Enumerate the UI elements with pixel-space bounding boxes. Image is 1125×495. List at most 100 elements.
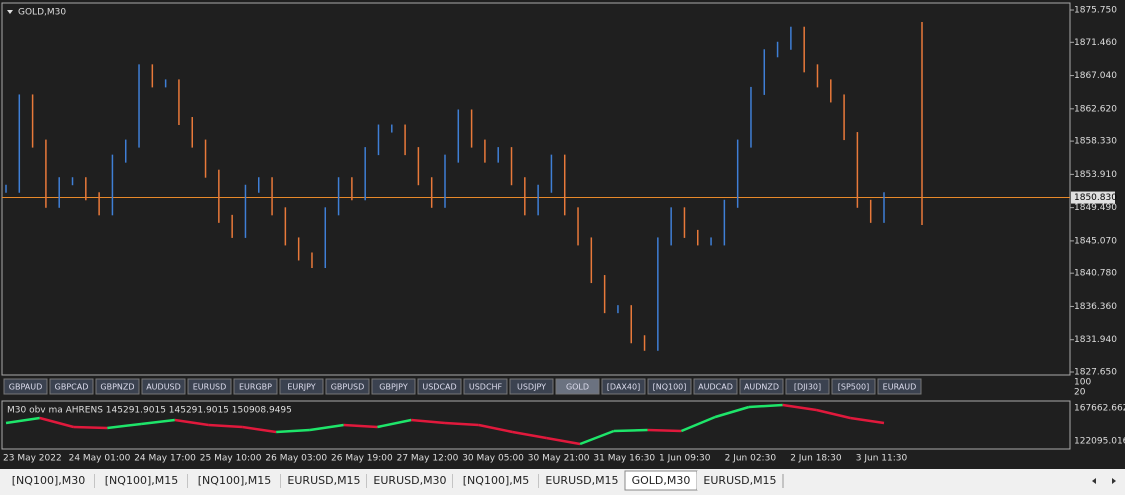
- date-label: 24 May 17:00: [134, 454, 196, 464]
- obv-segment: [444, 421, 479, 427]
- obv-segment: [579, 429, 615, 446]
- obv-segment: [343, 423, 378, 429]
- y-tick-label: 1853.910: [1074, 170, 1117, 180]
- y-tick-label: 1858.330: [1074, 137, 1117, 147]
- main-frame: [1, 2, 1071, 376]
- symbol-label: GBPAUD: [9, 383, 43, 392]
- symbol-button[interactable]: [417, 378, 462, 395]
- obv-segment: [680, 415, 716, 433]
- y-tick-label: 1867.040: [1074, 71, 1117, 81]
- symbol-button[interactable]: [509, 378, 554, 395]
- price-label-bg: [1071, 191, 1115, 204]
- symbol-button[interactable]: [371, 378, 416, 395]
- tab[interactable]: [281, 471, 367, 490]
- obv-segment: [242, 425, 277, 434]
- obv-segment: [39, 416, 74, 429]
- symbol-label: AUDUSD: [146, 383, 181, 392]
- obv-segment: [748, 403, 783, 409]
- date-label: 2 Jun 02:30: [725, 454, 777, 464]
- symbol-button[interactable]: [601, 378, 646, 395]
- date-label: 26 May 19:00: [331, 454, 393, 464]
- symbol-button[interactable]: [831, 378, 876, 395]
- symbol-button[interactable]: [739, 378, 784, 395]
- obv-segment: [73, 425, 108, 430]
- date-label: 24 May 01:00: [69, 454, 131, 464]
- symbol-label: GBPNZD: [100, 383, 134, 392]
- date-label: 27 May 12:00: [397, 454, 459, 464]
- tab[interactable]: [453, 471, 539, 490]
- tab[interactable]: [367, 471, 453, 490]
- obv-segment: [276, 428, 310, 434]
- y-tick-label: 1831.940: [1074, 335, 1117, 345]
- obv-segment: [208, 423, 243, 429]
- y-tick-label: 1871.460: [1074, 38, 1117, 48]
- tab-label: EURUSD,M30: [373, 474, 446, 487]
- tab[interactable]: [188, 471, 281, 490]
- y-tick-label: 1840.780: [1074, 269, 1117, 279]
- y-tick-label: 1875.750: [1074, 6, 1117, 16]
- symbol-label: EURAUD: [883, 383, 917, 392]
- date-label: 30 May 21:00: [528, 454, 590, 464]
- indicator-tick-label: 167662.662: [1074, 404, 1125, 414]
- date-label: 23 May 2022: [3, 454, 62, 464]
- obv-segment: [174, 418, 209, 427]
- obv-segment: [816, 408, 851, 420]
- symbol-label: [NQ100]: [653, 383, 687, 392]
- tab[interactable]: [697, 471, 783, 490]
- tab-label: GOLD,M30: [632, 474, 691, 487]
- tab-label: [NQ100],M30: [12, 474, 85, 487]
- price-label: 1850.830: [1074, 193, 1117, 203]
- symbol-button[interactable]: [647, 378, 692, 395]
- symbol-button[interactable]: [187, 378, 232, 395]
- scroll-right[interactable]: [1112, 478, 1116, 484]
- symbol-label: USDCHF: [469, 383, 503, 392]
- date-label: 30 May 05:00: [462, 454, 524, 464]
- tab-label: [NQ100],M15: [105, 474, 178, 487]
- obv-segment: [512, 430, 547, 440]
- symbol-label: GBPCAD: [55, 383, 89, 392]
- symbol-button[interactable]: [3, 378, 48, 395]
- symbol-label: EURGBP: [239, 383, 272, 392]
- symbol-label: AUDCAD: [698, 383, 733, 392]
- date-label: 25 May 10:00: [200, 454, 262, 464]
- tab[interactable]: [95, 471, 188, 490]
- symbol-button[interactable]: [555, 378, 600, 395]
- tab-label: EURUSD,M15: [287, 474, 360, 487]
- tab-label: EURUSD,M15: [545, 474, 618, 487]
- symbol-button[interactable]: [49, 378, 94, 395]
- y-tick-label: 1862.620: [1074, 104, 1117, 114]
- symbol-label: EURJPY: [287, 383, 315, 392]
- symbol-button[interactable]: [233, 378, 278, 395]
- date-label: 2 Jun 18:30: [790, 454, 842, 464]
- chart-title: GOLD,M30: [18, 8, 66, 18]
- symbol-button[interactable]: [141, 378, 186, 395]
- symbol-button[interactable]: [785, 378, 830, 395]
- menu-arrow[interactable]: [7, 10, 13, 14]
- symbol-label: [DAX40]: [607, 383, 640, 392]
- symbol-button[interactable]: [463, 378, 508, 395]
- level-label: 20: [1074, 388, 1086, 398]
- symbol-button[interactable]: [693, 378, 738, 395]
- symbol-button[interactable]: [95, 378, 140, 395]
- symbol-label: [SP500]: [838, 383, 869, 392]
- tab[interactable]: [2, 471, 95, 490]
- symbol-label: EURUSD: [193, 383, 227, 392]
- y-tick-label: 1836.360: [1074, 302, 1117, 312]
- symbol-button[interactable]: [325, 378, 370, 395]
- obv-segment: [411, 418, 446, 425]
- date-label: 26 May 03:00: [265, 454, 327, 464]
- obv-segment: [714, 405, 750, 419]
- scroll-left[interactable]: [1092, 478, 1096, 484]
- symbol-button[interactable]: [877, 378, 922, 395]
- symbol-label: GBPJPY: [379, 383, 408, 392]
- y-tick-label: 1849.490: [1074, 203, 1117, 213]
- tab[interactable]: [539, 471, 625, 490]
- tab-label: [NQ100],M15: [198, 474, 271, 487]
- indicator-title: M30 obv ma AHRENS 145291.9015 145291.901…: [7, 406, 292, 416]
- level-label: 100: [1074, 378, 1091, 388]
- obv-segment: [613, 428, 648, 433]
- date-label: 1 Jun 09:30: [659, 454, 711, 464]
- symbol-label: [DJI30]: [794, 383, 821, 392]
- symbol-button[interactable]: [279, 378, 324, 395]
